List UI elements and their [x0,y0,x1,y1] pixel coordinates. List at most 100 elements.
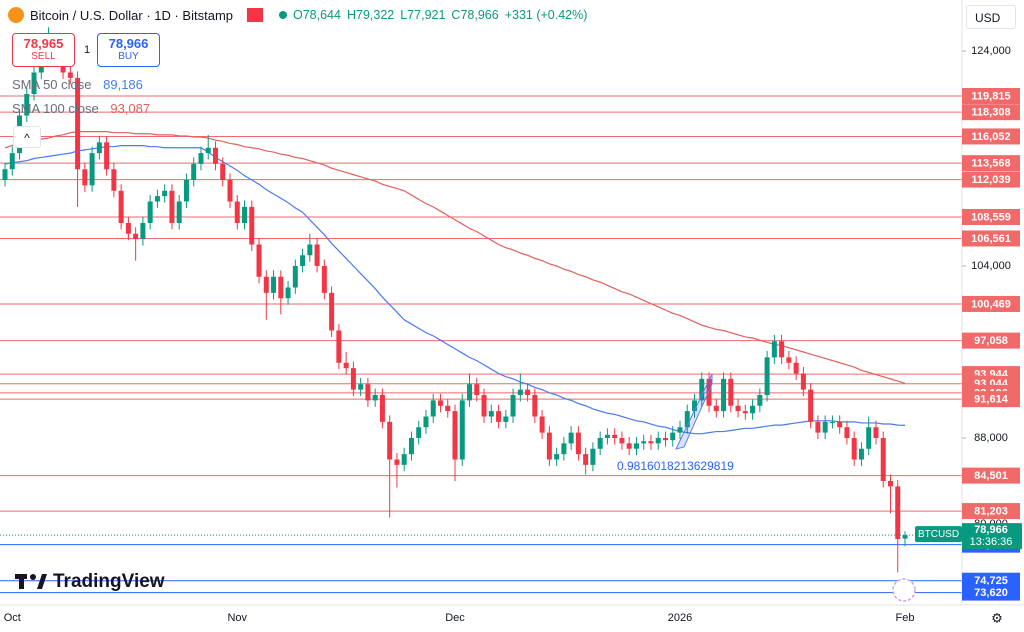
candle-body [82,169,88,186]
currency-select[interactable]: USD [966,5,1016,29]
spread: 1 [84,44,91,56]
sma-line [4,144,906,435]
candle-body [612,434,618,438]
candle-body [808,389,814,422]
logo: TradingView [15,571,165,592]
candle-body [271,276,277,293]
level-label: 91,614 [974,394,1009,406]
symbol-tag [915,526,962,543]
candle-body [525,389,531,395]
candle-body [118,190,124,223]
candle-body [314,244,320,266]
candle-body [408,437,414,455]
sma-value: 89,186 [103,77,143,92]
candle-body [285,287,291,299]
candle-body [394,459,400,465]
candle-body [205,147,211,154]
candle-body [604,434,610,438]
candle-body [887,480,893,487]
candle-body [619,437,625,444]
candle-body [829,421,835,423]
candle-body [510,394,516,417]
sell-price: 78,965 [23,36,64,51]
candle-body [880,437,886,481]
candle-body [764,357,770,395]
candle-body [554,454,560,460]
candle-body [31,72,37,94]
level-label: 73,620 [974,587,1008,599]
candle-body [844,427,850,438]
candle-body [902,535,908,539]
candle-body [539,416,545,433]
candle-body [467,384,473,401]
level-label: 100,469 [971,298,1011,310]
level-tag [962,208,1020,225]
level-tag [962,171,1020,188]
level-label: 119,815 [971,90,1010,102]
candle-body [858,448,864,460]
candle-body [183,179,189,202]
candle-body [198,153,204,164]
candle-body [459,400,465,460]
y-tick-label: 88,000 [974,432,1008,444]
candle-body [561,443,567,455]
x-tick-label: Nov [227,612,247,624]
candle-body [336,330,342,363]
candle-body [111,169,117,191]
sell-button[interactable]: 78,965 SELL [12,33,75,67]
fib-shape [675,373,713,450]
x-tick-label: Dec [445,612,465,624]
candle-body [75,77,81,170]
candle-body [503,416,509,422]
candle-body [757,394,763,406]
ohlc-value: O78,644 [293,8,341,22]
ohlc-legend: O78,644 H79,322 L77,921 C78,966 +331 (+0.42%… [293,8,587,22]
candle-body [496,411,502,422]
candle-body [873,427,879,438]
level-tag [962,467,1020,484]
candle-body [162,190,168,197]
x-tick-label: Oct [4,612,21,624]
level-label: 113,568 [971,158,1010,170]
candle-body [416,427,422,438]
candle-body [474,384,480,395]
candle-body [641,441,647,444]
candle-body [597,437,603,449]
candle-body [800,373,806,390]
candle-body [191,163,197,180]
candle-body [786,357,792,363]
candle-body [583,454,589,465]
candle-body [779,341,785,358]
candle-body [350,368,356,390]
candle-body [343,362,349,369]
level-label: 74,725 [974,575,1008,587]
flag-icon[interactable] [247,8,263,22]
settings-icon[interactable]: ⚙ [991,610,1003,625]
y-tick-label: 104,000 [971,260,1011,272]
levels [0,95,962,594]
candle-body [249,206,255,245]
level-tag [962,104,1020,121]
sma-legend: SMA 100 close 93,087 [12,101,150,116]
alert-icon[interactable] [892,578,916,602]
buy-label: BUY [118,51,139,62]
buy-button[interactable]: 78,966 BUY [97,33,160,67]
candle-body [728,378,734,406]
candle-body [89,153,95,186]
candle-body [358,384,364,390]
candle-body [837,421,843,428]
candle-body [401,454,407,465]
candle-body [742,411,748,414]
candle-body [140,222,146,240]
collapse-button[interactable]: ^ [13,126,41,148]
candle-body [154,196,160,202]
candle-body [430,400,436,417]
candle-body [9,153,15,170]
sma-line [4,131,906,384]
candle-body [626,443,632,449]
candle-body [590,448,596,465]
candle-body [822,421,828,433]
candle-body [212,147,218,164]
